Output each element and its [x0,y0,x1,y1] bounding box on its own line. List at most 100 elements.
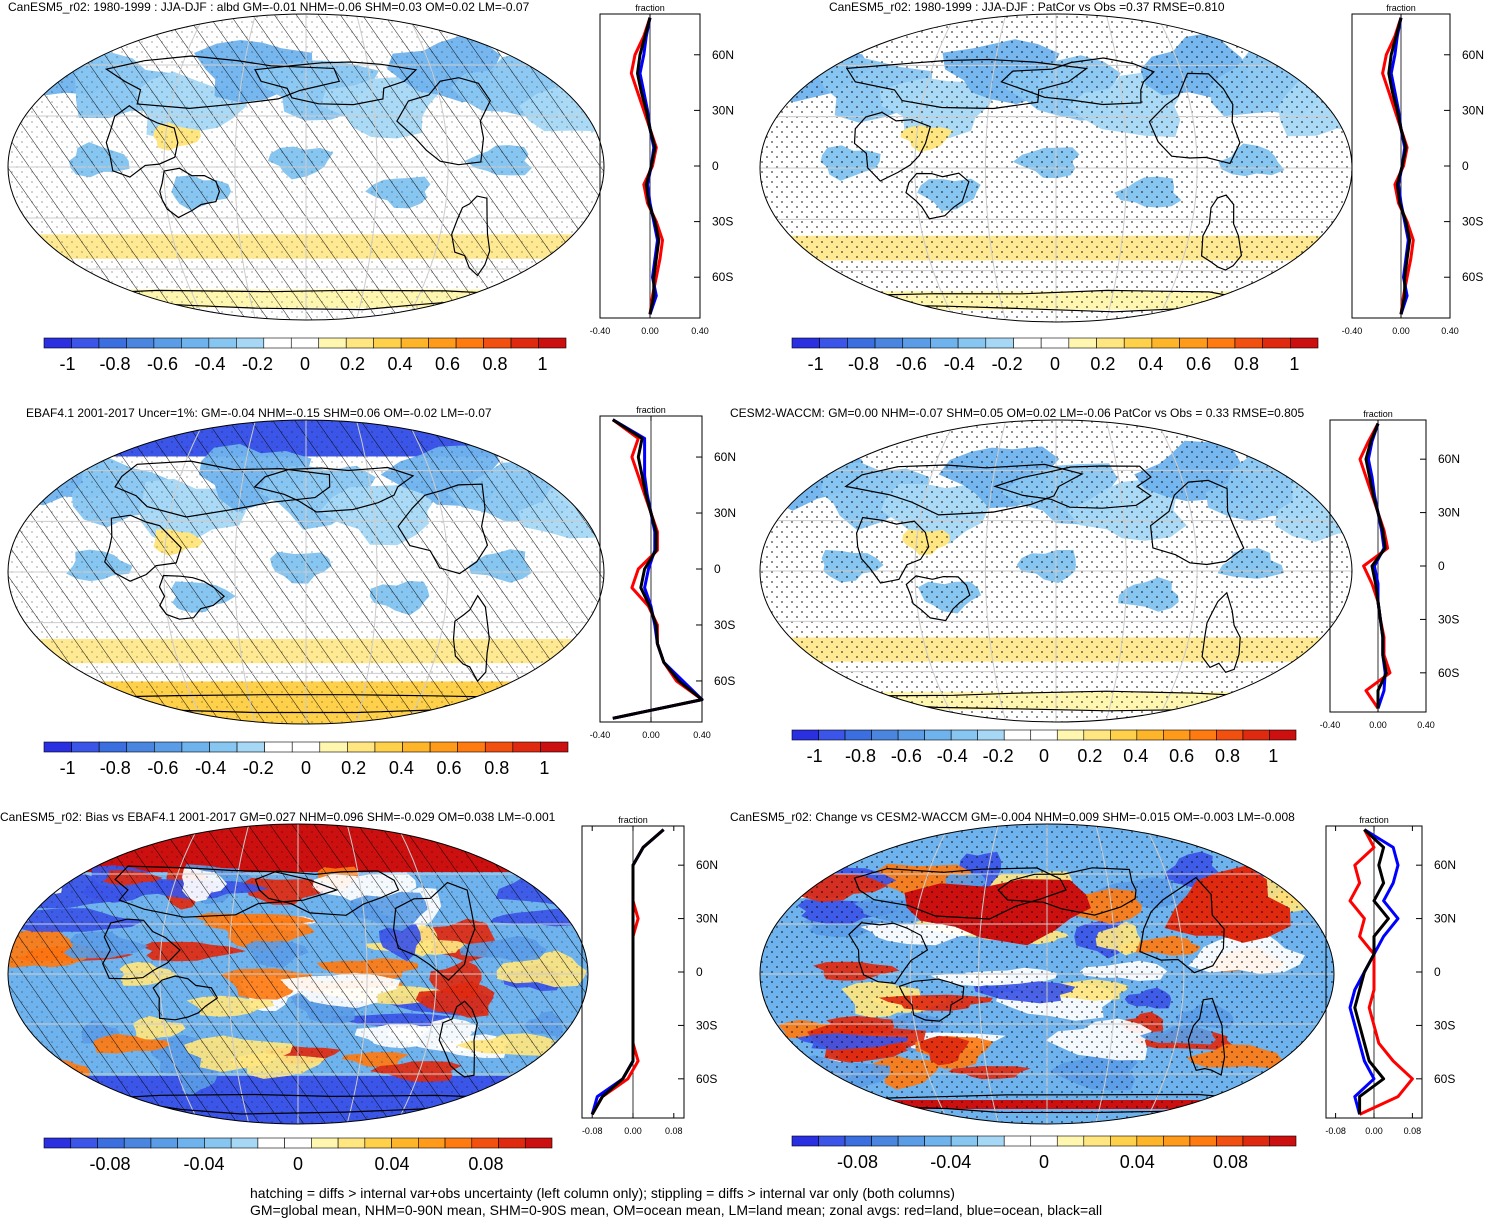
zonal-profile: fraction 60N 30N 0 30S 60S -0.40 0.00 0.40 [1320,409,1460,730]
colorbar-swatch [98,337,127,349]
map-outline [759,419,1353,723]
coastline [438,1000,478,1078]
lat-tick-label: 0 [714,562,721,576]
lat-tick-label: 0 [1434,965,1441,979]
colorbar-tick-label: -0.4 [194,354,225,374]
colorbar-swatch [208,337,237,349]
colorbar-tick-label: 0.6 [1169,746,1194,766]
coastline [844,463,1084,516]
colorbar-tick-label: -0.4 [937,746,968,766]
colorbar-swatch [791,1135,819,1147]
colorbar-swatch [154,741,183,753]
colorbar-swatch [153,337,182,349]
graticule-line [346,824,368,1124]
colorbar-swatch [930,337,959,349]
graticule-line [228,824,250,1124]
colorbar-swatch [1110,729,1138,741]
colorbar-tick-label: -0.08 [837,1152,878,1172]
colorbar-tick-label: -0.6 [891,746,922,766]
colorbar-tick-label: 0.6 [435,354,460,374]
colorbar: -1 -0.8 -0.6 -0.4 -0.2 0 0.2 0.4 0.6 0.8 1 [791,729,1297,766]
colorbar-swatch [204,1137,232,1149]
colorbar-swatch [1216,729,1244,741]
coastline [1000,57,1155,106]
map-outline [7,419,605,725]
colorbar-swatch [538,337,567,349]
colorbar-swatch [1040,337,1070,349]
coastline [452,594,490,683]
map-panel [759,823,1335,1125]
colorbar-tick-label: -1 [807,746,823,766]
lat-tick-label: 30N [1438,506,1460,520]
coastline [1201,591,1241,674]
coastline [898,978,965,1022]
colorbar-swatch [1189,729,1217,741]
colorbar-swatch [1056,729,1085,741]
colorbar-swatch [429,741,458,753]
colorbar-swatch [71,741,100,753]
zonal-profile: fraction 60N 30N 0 30S 60S -0.40 0.00 0.40 [590,3,734,336]
coastline [1148,72,1241,165]
lat-tick-label: 0 [1438,559,1445,573]
coastline [104,55,341,110]
colorbar-swatch [290,337,320,349]
colorbar-tick-label: 0 [1050,354,1060,374]
colorbar-tick-label: 0.8 [1234,354,1259,374]
map-panel [759,13,1353,323]
x-tick-label: 0.00 [642,730,660,740]
x-tick-label: 0.08 [665,1126,683,1136]
colorbar-tick-label: 1 [538,354,548,374]
colorbar: -1 -0.8 -0.6 -0.4 -0.2 0 0.2 0.4 0.6 0.8 1 [791,337,1319,374]
lat-tick-label: 60S [1462,270,1483,284]
footer-line-2: GM=global mean, NHM=0-90N mean, SHM=0-90… [250,1202,1103,1218]
graticule-line [984,420,1007,722]
coastline [253,466,415,513]
colorbar-swatch [950,1135,978,1147]
colorbar-tick-label: 0.2 [341,758,366,778]
profile-series-land [629,17,664,315]
graticule-line [978,824,999,1124]
x-tick-label: 0.40 [1417,720,1435,730]
colorbar-tick-label: 0.8 [1215,746,1240,766]
lat-tick-label: 60N [712,48,734,62]
lat-tick-label: 30S [696,1018,717,1032]
coastline [158,574,226,620]
colorbar-swatch [43,741,72,753]
graticule-line [234,420,257,724]
lat-tick-label: 60S [712,270,733,284]
lat-tick-label: 30N [714,506,736,520]
coastline [1149,479,1245,566]
colorbar-tick-label: -0.04 [930,1152,971,1172]
colorbar-tick-label: 0.8 [484,758,509,778]
colorbar-swatch [498,1137,526,1149]
colorbar-tick-label: 0 [1039,1152,1049,1172]
colorbar-swatch [257,1137,285,1149]
profile-label: fraction [1359,815,1389,825]
profile-series-all [1353,828,1390,1115]
x-tick-label: -0.08 [582,1126,603,1136]
profile-label: fraction [635,3,665,13]
colorbar-swatch [1242,1135,1270,1147]
colorbar-swatch [957,337,987,349]
colorbar-swatch [483,337,512,349]
graticule-line [1105,420,1128,722]
colorbar-tick-label: 0 [293,1154,303,1174]
colorbar-swatch [1110,1135,1138,1147]
colorbar-tick-label: -0.04 [184,1154,225,1174]
colorbar-swatch [871,1135,899,1147]
colorbar-tick-label: 0.08 [1213,1152,1248,1172]
colorbar-swatch [1030,729,1058,741]
colorbar: -1 -0.8 -0.6 -0.4 -0.2 0 0.2 0.4 0.6 0.8 1 [43,741,569,778]
lat-tick-label: 60S [1438,666,1459,680]
x-tick-label: 0.00 [1365,1126,1383,1136]
colorbar-swatch [126,337,155,349]
colorbar-swatch [1083,729,1111,741]
lat-tick-label: 0 [712,159,719,173]
x-tick-label: -0.40 [1320,720,1341,730]
coastline [254,870,400,916]
graticule-line [406,14,449,320]
coastline [1187,997,1226,1076]
colorbar-swatch [819,337,848,349]
graticule-line [1095,824,1116,1124]
map-outline [759,823,1335,1125]
